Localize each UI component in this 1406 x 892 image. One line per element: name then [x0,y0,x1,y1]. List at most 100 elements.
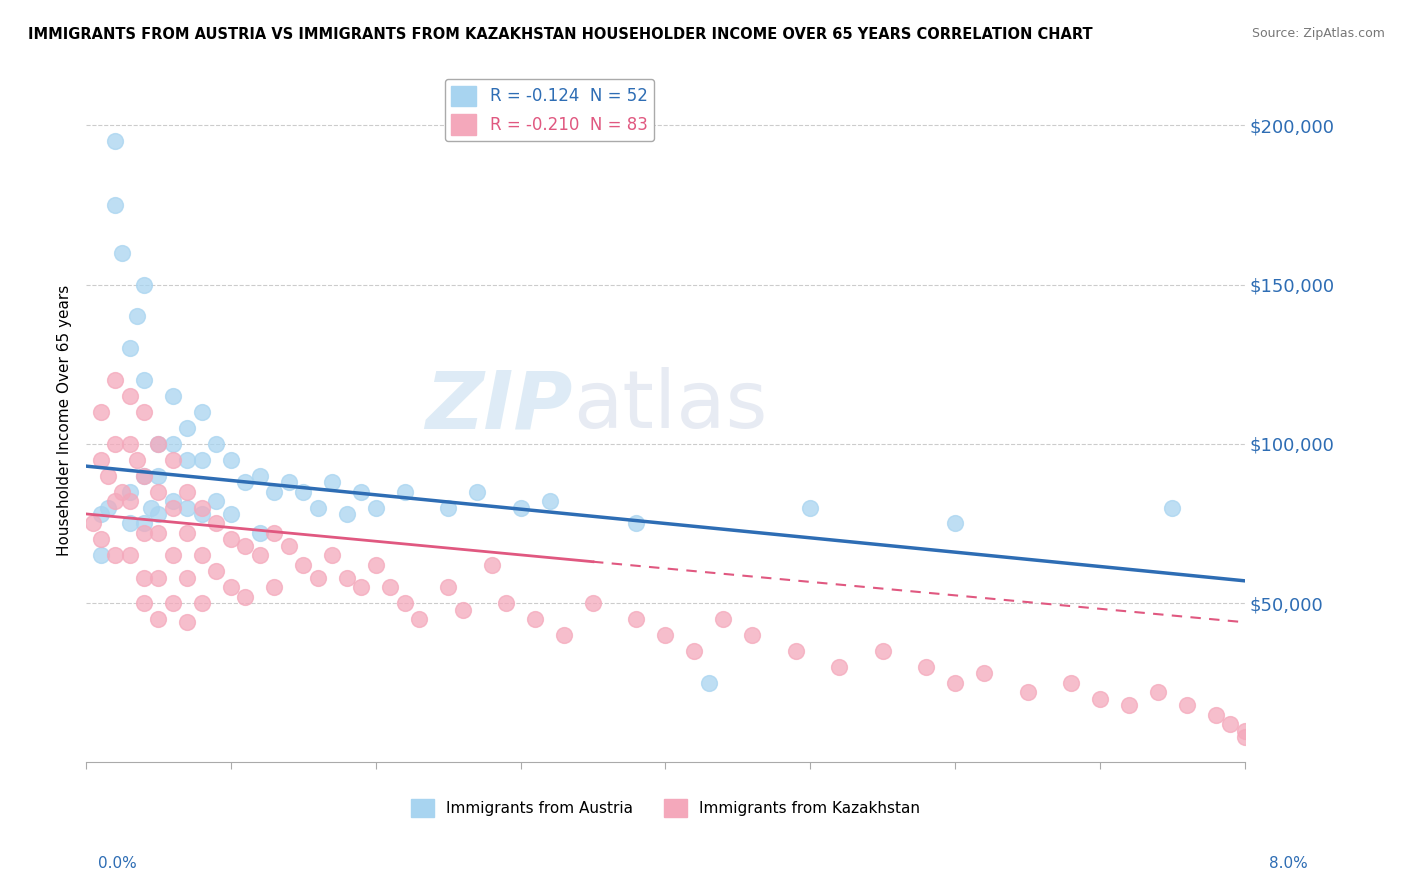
Point [336,571,359,585]
Point [697,675,720,690]
Point [973,666,995,681]
Point [148,437,170,451]
Text: Source: ZipAtlas.com: Source: ZipAtlas.com [1251,27,1385,40]
Point [82,516,104,531]
Point [111,245,134,260]
Point [1233,730,1256,744]
Point [162,500,184,515]
Point [1219,717,1241,731]
Point [176,421,198,435]
Point [943,516,966,531]
Point [104,373,127,387]
Point [1088,691,1111,706]
Point [451,602,474,616]
Point [162,549,184,563]
Legend: Immigrants from Austria, Immigrants from Kazakhstan: Immigrants from Austria, Immigrants from… [405,792,927,823]
Point [191,405,214,419]
Point [97,500,120,515]
Point [191,452,214,467]
Point [176,500,198,515]
Point [408,612,430,626]
Point [1060,675,1083,690]
Point [943,675,966,690]
Point [626,612,648,626]
Point [176,484,198,499]
Point [191,500,214,515]
Point [132,277,155,292]
Point [785,644,807,658]
Point [915,660,938,674]
Point [90,507,112,521]
Point [97,468,120,483]
Point [104,549,127,563]
Point [277,539,299,553]
Point [1118,698,1140,712]
Point [191,507,214,521]
Point [437,500,460,515]
Point [394,484,416,499]
Point [162,452,184,467]
Point [321,549,343,563]
Point [118,516,141,531]
Point [553,628,575,642]
Point [162,596,184,610]
Point [350,484,373,499]
Point [90,533,112,547]
Point [495,596,517,610]
Point [90,549,112,563]
Point [148,484,170,499]
Point [176,571,198,585]
Point [582,596,605,610]
Point [481,558,503,572]
Point [219,507,242,521]
Point [263,484,285,499]
Text: atlas: atlas [572,368,768,445]
Point [148,468,170,483]
Point [132,405,155,419]
Point [148,612,170,626]
Point [132,596,155,610]
Point [263,580,285,594]
Point [364,558,387,572]
Point [394,596,416,610]
Point [205,564,228,578]
Point [1233,723,1256,738]
Point [524,612,547,626]
Point [205,437,228,451]
Point [219,533,242,547]
Point [509,500,531,515]
Point [235,590,257,604]
Point [148,571,170,585]
Point [90,452,112,467]
Point [1205,707,1227,722]
Point [132,468,155,483]
Point [263,526,285,541]
Point [191,549,214,563]
Point [141,500,163,515]
Point [118,389,141,403]
Point [828,660,851,674]
Point [132,468,155,483]
Point [1147,685,1170,699]
Point [104,134,127,148]
Point [277,475,299,489]
Point [741,628,763,642]
Point [118,549,141,563]
Point [162,437,184,451]
Point [350,580,373,594]
Point [118,437,141,451]
Point [711,612,734,626]
Point [380,580,402,594]
Point [235,539,257,553]
Point [118,484,141,499]
Point [176,526,198,541]
Point [292,558,315,572]
Point [626,516,648,531]
Point [538,494,561,508]
Point [235,475,257,489]
Point [465,484,488,499]
Point [1161,500,1184,515]
Point [148,437,170,451]
Point [176,452,198,467]
Point [104,198,127,212]
